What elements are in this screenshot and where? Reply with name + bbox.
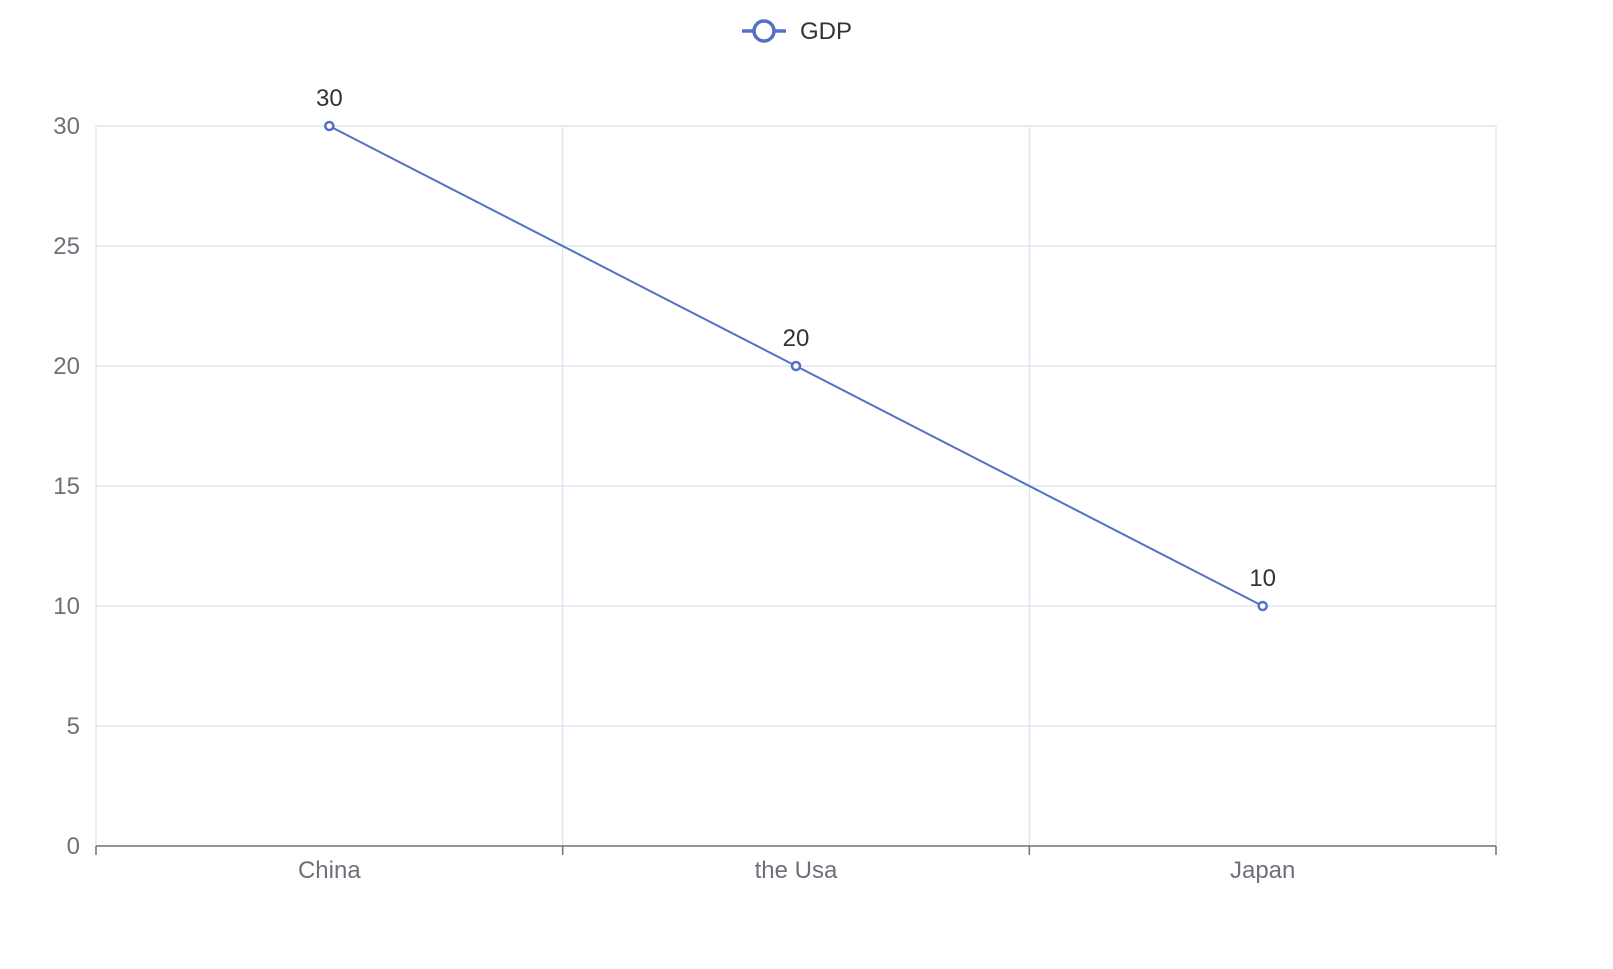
y-tick-label: 15 — [53, 473, 80, 500]
x-tick-label: Japan — [1230, 857, 1295, 884]
y-tick-label: 30 — [53, 113, 80, 140]
data-label: 20 — [783, 325, 810, 352]
y-tick-label: 20 — [53, 353, 80, 380]
series-layer: 30 20 10 — [316, 85, 1276, 612]
legend[interactable]: GDP — [742, 18, 852, 45]
x-tick-label: China — [298, 857, 361, 884]
legend-marker-icon — [752, 19, 776, 43]
data-point — [1257, 600, 1268, 612]
y-tick-label: 10 — [53, 593, 80, 620]
legend-label: GDP — [800, 18, 852, 45]
y-tick-label: 0 — [67, 833, 80, 860]
y-tick-label: 25 — [53, 233, 80, 260]
data-point — [324, 120, 335, 132]
data-point — [790, 360, 802, 372]
data-label: 10 — [1249, 565, 1276, 592]
axis-layer: 0 5 10 15 20 25 30 China the Usa Japan — [53, 113, 1497, 884]
grid-layer — [95, 125, 1497, 846]
data-label: 30 — [316, 85, 343, 112]
y-tick-label: 5 — [67, 713, 80, 740]
x-tick-label: the Usa — [755, 857, 838, 884]
